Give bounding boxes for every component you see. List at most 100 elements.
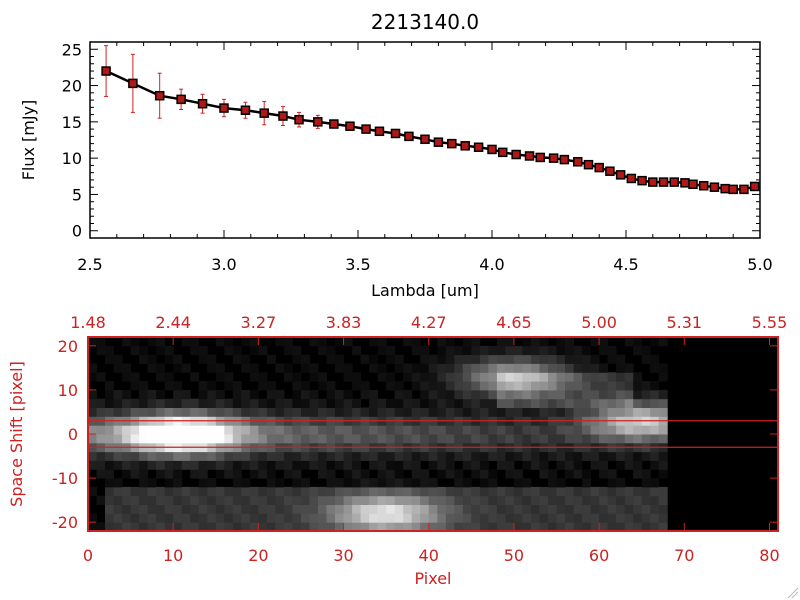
- image-cell: [650, 495, 660, 505]
- image-cell: [522, 486, 532, 497]
- image-cell: [539, 504, 549, 514]
- image-cell: [113, 522, 123, 532]
- image-cell: [531, 337, 540, 347]
- image-cell: [215, 469, 225, 479]
- image-cell: [335, 486, 344, 497]
- image-cell: [241, 337, 251, 347]
- wavelength-tick-label: 5.31: [666, 313, 702, 332]
- image-cell: [531, 434, 540, 444]
- image-cell: [531, 495, 540, 505]
- image-cell: [343, 460, 353, 470]
- resize-grip-icon[interactable]: [787, 587, 799, 599]
- image-cell: [462, 522, 472, 532]
- image-cell: [249, 389, 259, 400]
- image-cell: [513, 469, 523, 479]
- image-cell: [565, 381, 574, 391]
- image-cell: [130, 460, 140, 470]
- image-cell: [633, 372, 643, 382]
- image-cell: [488, 389, 498, 400]
- image-cell: [164, 381, 174, 391]
- image-cell: [454, 389, 464, 400]
- image-cell: [207, 513, 217, 523]
- image-cell: [360, 495, 370, 505]
- image-cell: [403, 407, 413, 417]
- image-cell: [633, 434, 643, 444]
- data-point: [720, 183, 730, 194]
- image-cell: [548, 398, 557, 408]
- image-cell: [616, 513, 626, 523]
- image-cell: [548, 522, 557, 532]
- image-cell: [164, 425, 174, 435]
- image-cell: [343, 522, 353, 532]
- image-cell: [394, 425, 404, 435]
- image-cell: [343, 451, 353, 461]
- image-cell: [445, 354, 455, 364]
- image-cell: [513, 354, 523, 364]
- image-cell: [190, 469, 200, 479]
- image-cell: [275, 522, 285, 532]
- image-cell: [599, 389, 609, 400]
- image-cell: [224, 504, 234, 514]
- image-cell: [147, 354, 157, 364]
- image-cell: [215, 434, 225, 444]
- image-cell: [403, 337, 413, 347]
- image-cell: [471, 345, 481, 356]
- image-cell: [301, 354, 310, 364]
- image-cell: [198, 451, 208, 461]
- image-cell: [266, 425, 276, 435]
- image-cell: [207, 460, 217, 470]
- image-cell: [539, 398, 549, 408]
- image-cell: [241, 398, 251, 408]
- image-cell: [190, 495, 200, 505]
- image-cell: [249, 504, 259, 514]
- image-cell: [616, 504, 626, 514]
- image-cell: [556, 513, 566, 523]
- image-cell: [539, 345, 549, 356]
- image-cell: [403, 504, 413, 514]
- image-cell: [190, 513, 200, 523]
- image-cell: [386, 354, 396, 364]
- image-cell: [275, 398, 285, 408]
- image-cell: [275, 425, 285, 435]
- image-cell: [539, 372, 549, 382]
- wavelength-tick-label: 3.27: [241, 313, 277, 332]
- image-cell: [471, 337, 481, 347]
- image-cell: [462, 337, 472, 347]
- data-point: [511, 149, 521, 160]
- image-cell: [582, 398, 592, 408]
- image-cell: [462, 460, 472, 470]
- image-cell: [445, 337, 455, 347]
- image-cell: [531, 381, 540, 391]
- image-cell: [513, 504, 523, 514]
- image-cell: [599, 504, 609, 514]
- image-cell: [266, 522, 276, 532]
- image-cell: [215, 504, 225, 514]
- data-point: [615, 170, 626, 180]
- extraction-window: [88, 420, 778, 448]
- image-cell: [539, 513, 549, 523]
- image-cell: [496, 345, 506, 356]
- image-cell: [513, 434, 523, 444]
- image-cell: [156, 425, 166, 435]
- image-cell: [454, 363, 464, 373]
- space-shift-tick-label: -20: [52, 513, 78, 532]
- image-cell: [377, 345, 387, 356]
- image-cell: [173, 425, 183, 435]
- image-cell: [173, 495, 183, 505]
- image-cell: [113, 504, 123, 514]
- image-cell: [394, 460, 404, 470]
- image-cell: [531, 513, 540, 523]
- image-cell: [343, 434, 353, 444]
- pixel-tick-label: 80: [759, 546, 779, 565]
- image-cell: [573, 372, 583, 382]
- image-cell: [488, 354, 498, 364]
- image-cell: [420, 478, 430, 488]
- image-cell: [462, 434, 472, 444]
- image-cell: [301, 398, 310, 408]
- image-cell: [156, 504, 166, 514]
- image-cell: [496, 389, 506, 400]
- image-cell: [232, 451, 242, 461]
- image-cell: [96, 451, 106, 461]
- image-cell: [198, 345, 208, 356]
- image-cell: [343, 337, 353, 347]
